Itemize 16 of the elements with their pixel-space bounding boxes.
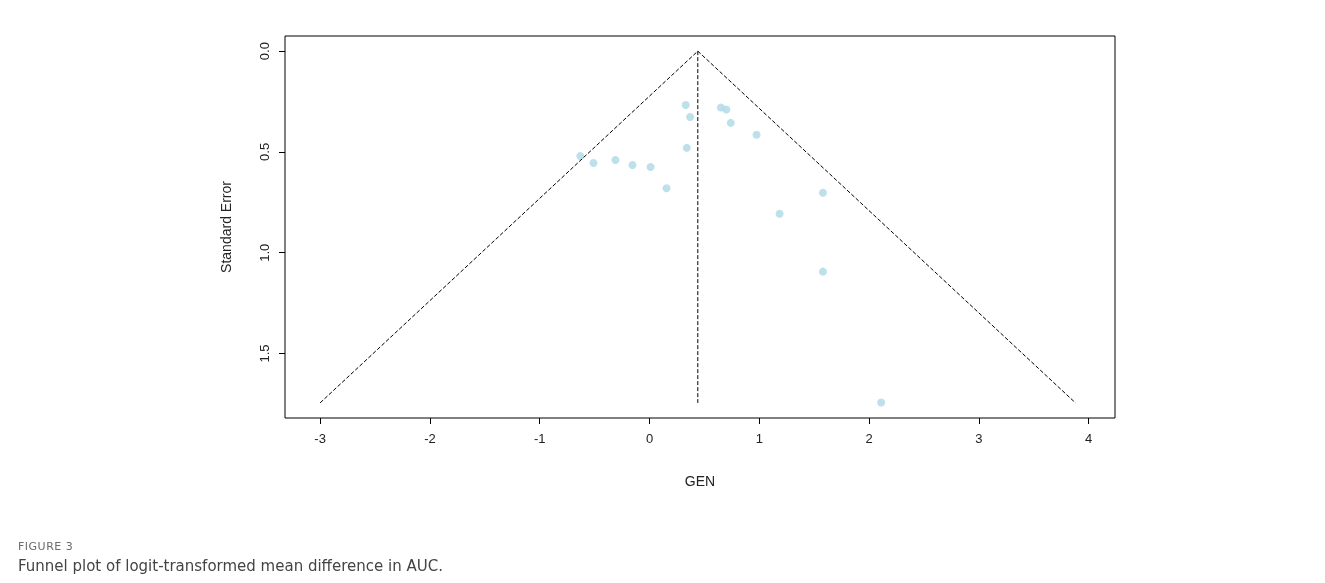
x-tick-label: 3	[975, 431, 983, 446]
caption: FIGURE 3	[18, 540, 75, 553]
x-tick-label: -2	[424, 431, 436, 446]
x-tick-label: 0	[645, 431, 654, 446]
y-tick-label: 1.0	[257, 243, 272, 262]
x-tick-label: 4	[1085, 431, 1093, 446]
y-axis-title: Standard Error	[218, 180, 234, 273]
text: Funnel plot of logit-transformed mean difference in AUC.	[18, 557, 443, 575]
x-tick-label: 2	[865, 431, 873, 446]
y-tick-label: 1.5	[257, 344, 272, 363]
x-tick-label: -1	[533, 431, 546, 446]
y-tick-label: 0.0	[257, 42, 272, 61]
y-tick-label: 0.5	[257, 142, 272, 161]
x-axis-title: GEN	[684, 473, 716, 489]
x-tick-label: 1	[755, 431, 763, 446]
x-tick-label: -3	[314, 431, 326, 446]
